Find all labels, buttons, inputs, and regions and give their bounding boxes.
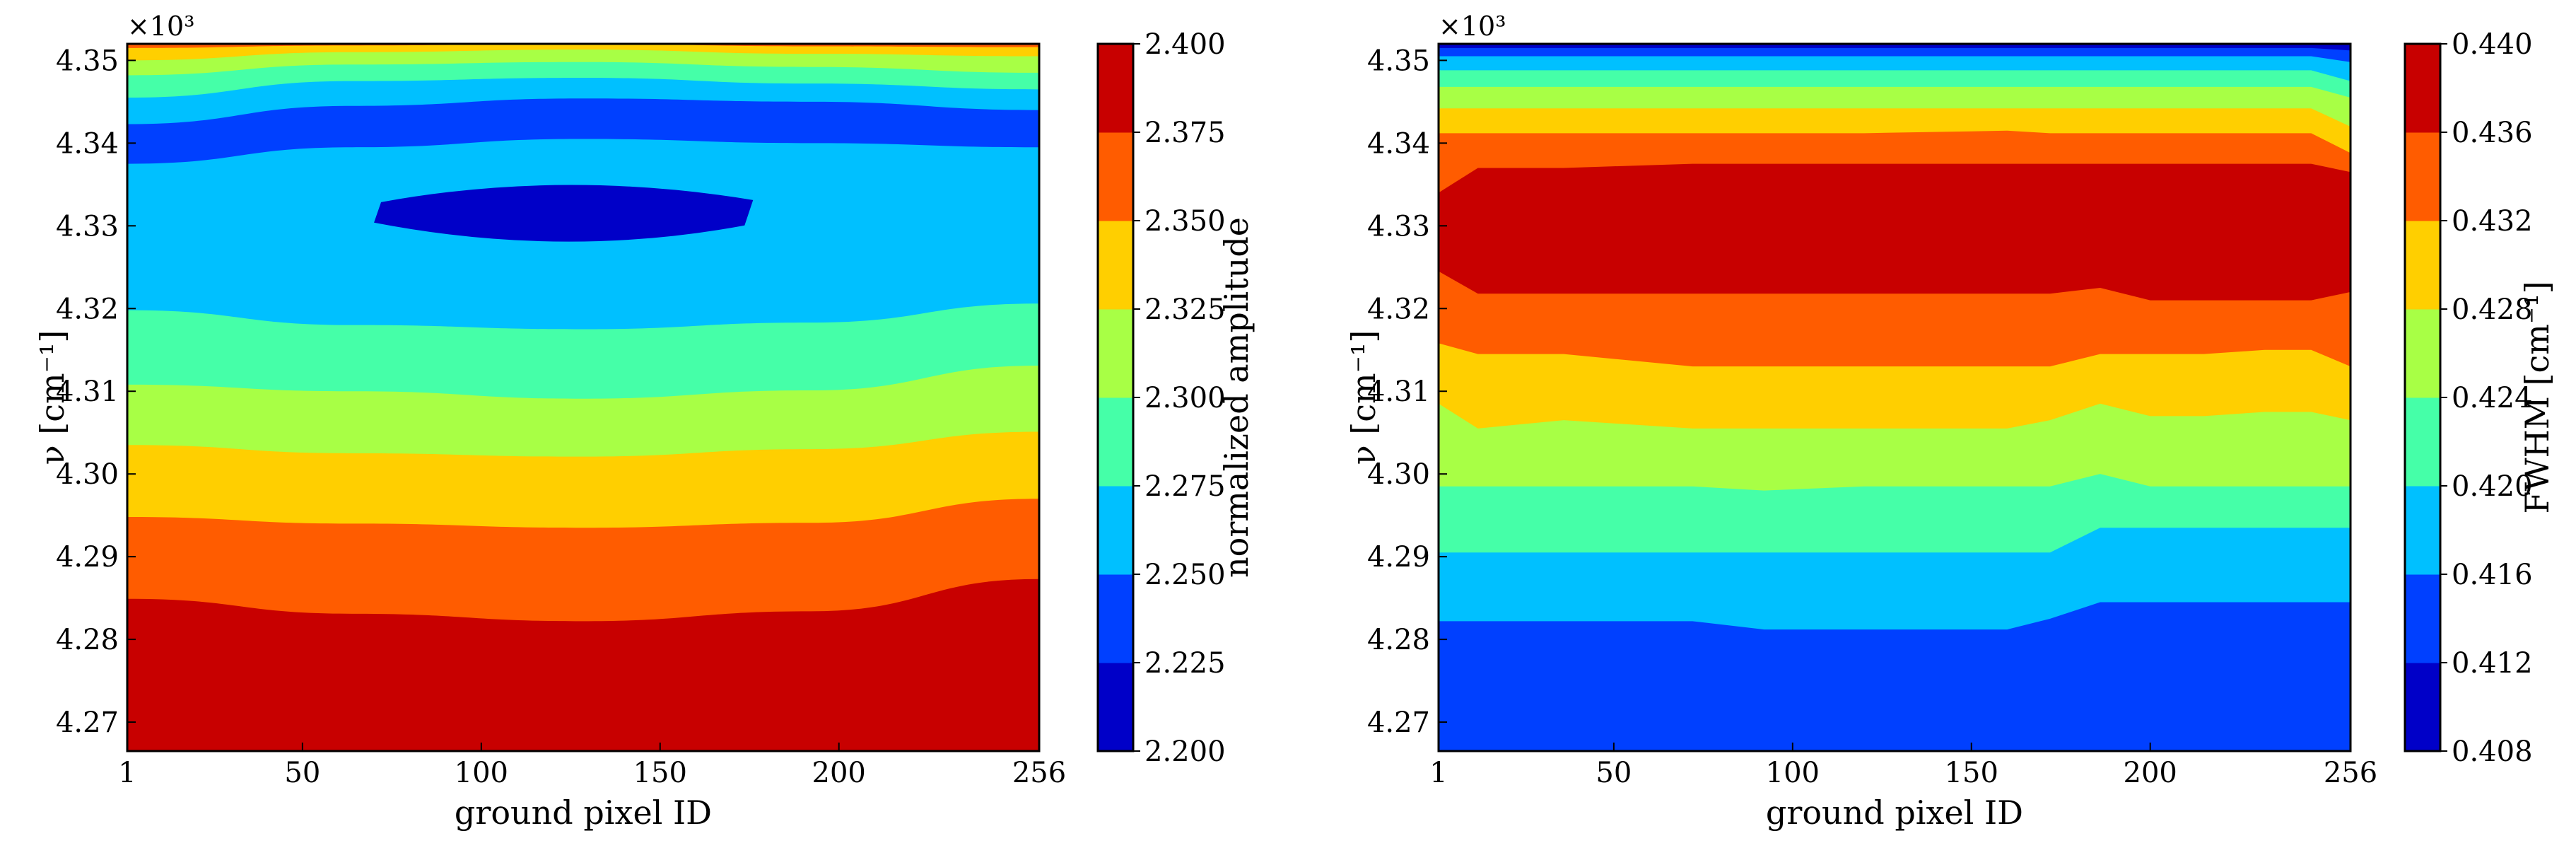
colorbar-segment [1098,132,1133,221]
x-tick-label: 200 [812,757,866,789]
fwhm-y-axis-label: ν [cm⁻¹] [1345,330,1383,465]
colorbar-tick-label: 2.225 [1144,647,1226,680]
fwhm-colorbar-ticks: 0.408 0.412 0.416 0.420 0.424 0.428 0.432 0.436… [2440,28,2533,768]
x-tick-label: 150 [1945,757,1998,789]
y-tick-label: 4.33 [56,210,119,243]
amplitude-chart: 1 50 100 150 200 256 4.274.284.294.304.314.32… [33,11,1255,832]
amplitude-colorbar [1098,44,1133,752]
colorbar-tick-label: 0.412 [2452,647,2533,680]
y-tick-label: 4.35 [1367,45,1430,77]
colorbar-tick-label: 0.440 [2452,28,2533,61]
colorbar-segment [2405,44,2440,133]
contour-band-13 [1439,44,2350,51]
amplitude-y-multiplier: ×10³ [127,11,194,42]
contour-band-10 [127,44,1039,61]
fwhm-y-multiplier: ×10³ [1439,11,1506,42]
y-tick-label: 4.28 [56,624,119,656]
x-tick-label: 200 [2124,757,2177,789]
colorbar-segment [2405,132,2440,221]
colorbar-tick-label: 0.428 [2452,293,2533,326]
fwhm-contour-plot [1439,44,2350,751]
y-tick-label: 4.34 [1367,127,1430,160]
fwhm-x-axis: 1 50 100 150 200 256 [1429,743,2377,789]
colorbar-segment [1098,221,1133,310]
amplitude-plot-frame [126,42,1041,752]
colorbar-tick-label: 2.200 [1144,736,1226,768]
x-tick-label: 256 [1012,757,1066,789]
y-tick-label: 4.31 [56,376,119,408]
y-tick-label: 4.33 [1367,210,1430,243]
y-tick-label: 4.32 [1367,293,1430,325]
colorbar-segment [2405,309,2440,398]
x-tick-label: 100 [1766,757,1820,789]
x-tick-label: 1 [118,757,136,789]
colorbar-segment [1098,309,1133,398]
x-tick-label: 256 [2324,757,2377,789]
y-tick-label: 4.29 [56,541,119,574]
colorbar-tick-label: 2.275 [1144,470,1226,503]
amplitude-x-axis-label: ground pixel ID [455,793,712,832]
fwhm-y-axis: 4.27 4.28 4.29 4.30 4.31 4.32 4.33 4.34 4.35 [1367,45,1447,739]
x-tick-label: 1 [1429,757,1447,789]
fwhm-plot-frame [1437,42,2352,752]
x-tick-label: 150 [633,757,687,789]
y-tick-label: 4.31 [1367,376,1430,408]
colorbar-tick-label: 0.416 [2452,559,2533,591]
amplitude-contour-plot [127,44,1039,751]
fwhm-chart: 1 50 100 150 200 256 4.274.284.294.304.314.32… [1345,11,2556,832]
colorbar-segment [1098,663,1133,752]
amplitude-y-axis-label: ν [cm⁻¹] [33,330,71,465]
colorbar-tick-label: 0.424 [2452,382,2533,414]
colorbar-tick-label: 2.375 [1144,117,1226,149]
colorbar-tick-label: 2.350 [1144,205,1226,238]
y-tick-label: 4.30 [56,458,119,491]
amplitude-colorbar-ticks: 2.200 2.225 2.250 2.275 2.300 2.325 2.350 2.375… [1133,28,1226,768]
colorbar-tick-label: 0.420 [2452,470,2533,503]
fwhm-x-axis-label: ground pixel ID [1766,793,2023,832]
colorbar-tick-label: 2.325 [1144,293,1226,326]
colorbar-tick-label: 0.408 [2452,736,2533,768]
y-tick-label: 4.32 [56,293,119,325]
y-tick-label: 4.27 [56,707,119,739]
colorbar-segment [1098,397,1133,487]
contour-band-12 [1439,44,2350,62]
amplitude-y-axis: 4.27 4.28 4.29 4.30 4.31 4.32 4.33 4.34 4.35 [56,45,136,739]
colorbar-segment [2405,486,2440,575]
y-tick-label: 4.28 [1367,624,1430,656]
colorbar-tick-label: 0.432 [2452,205,2533,238]
colorbar-tick-label: 2.400 [1144,28,1226,61]
x-tick-label: 100 [455,757,508,789]
y-tick-label: 4.30 [1367,458,1430,491]
y-tick-label: 4.29 [1367,541,1430,574]
colorbar-segment [1098,574,1133,663]
colorbar-segment [1098,44,1133,133]
x-tick-label: 50 [284,757,320,789]
colorbar-segment [2405,574,2440,663]
y-tick-label: 4.34 [56,127,119,160]
fwhm-colorbar-label: FWHM [cm⁻¹] [2518,281,2556,513]
colorbar-segment [2405,221,2440,310]
colorbar-segment [2405,663,2440,752]
colorbar-tick-label: 2.300 [1144,382,1226,414]
colorbar-tick-label: 2.250 [1144,559,1226,591]
y-tick-label: 4.35 [56,45,119,77]
colorbar-tick-label: 0.436 [2452,117,2533,149]
amplitude-colorbar-label: normalized amplitude [1217,217,1255,578]
contour-minimum-region [374,185,754,242]
x-tick-label: 50 [1596,757,1632,789]
colorbar-segment [2405,397,2440,487]
amplitude-x-axis: 1 50 100 150 200 256 [118,743,1066,789]
colorbar-segment [1098,486,1133,575]
y-tick-label: 4.27 [1367,707,1430,739]
fwhm-colorbar [2405,44,2440,752]
